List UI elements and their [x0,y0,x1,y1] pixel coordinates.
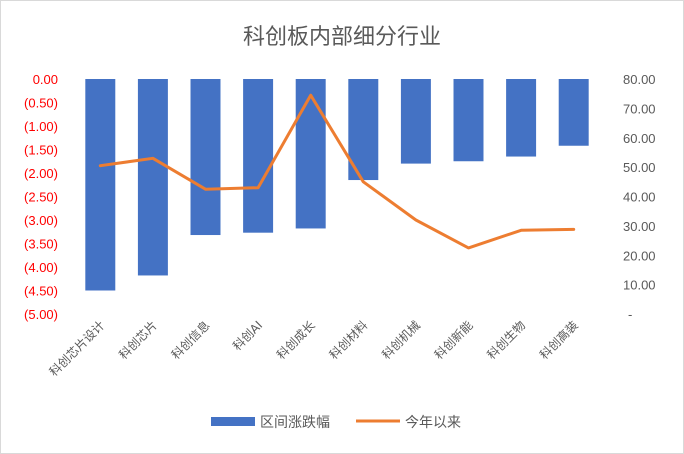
bar-0 [85,79,116,291]
right-tick-label: 60.00 [623,131,656,146]
bar-4 [295,79,326,229]
right-tick-label: 50.00 [623,160,656,175]
category-label: 科创新能 [431,318,476,363]
category-label: 科创机械 [378,318,423,363]
right-tick-label: 40.00 [623,190,656,205]
category-label: 科创芯片设计 [47,318,108,379]
bar-8 [506,79,537,157]
right-tick-label: 30.00 [623,219,656,234]
category-label: 科创AI [230,318,265,353]
left-tick-label: (4.50) [24,284,58,299]
line-path [98,93,576,250]
category-label: 科创材料 [327,318,371,362]
left-tick-label: (3.50) [24,237,58,252]
right-axis: 80.00 70.00 60.00 50.00 40.00 30.00 20.00 10.00… [623,72,656,322]
left-tick-label: (2.50) [24,190,58,205]
left-tick-label: 0.00 [33,72,58,87]
chart-title: 科创板内部细分行业 [243,25,441,50]
category-axis: 科创芯片设计 科创芯片 科创信息 科创AI 科创成长 科创材料 科创机械 科创新能 科创生物 科创… [47,318,581,380]
left-tick-label: (1.00) [24,119,58,134]
legend: 区间涨跌幅 今年以来 [211,415,461,431]
right-tick-label: 20.00 [623,248,656,263]
bar-3 [243,79,274,233]
bar-7 [453,79,484,162]
left-tick-label: (1.50) [24,143,58,158]
category-label: 科创芯片 [116,318,160,362]
right-tick-label: - [628,307,632,322]
right-tick-label: 10.00 [623,278,656,293]
left-axis: 0.00 (0.50) (1.00) (1.50) (2.00) (2.50) (3.00)… [24,72,58,322]
left-tick-label: (0.50) [24,96,58,111]
category-label: 科创高装 [536,318,581,363]
bar-series [85,79,589,291]
bar-9 [558,79,589,146]
right-tick-label: 70.00 [623,101,656,116]
category-label: 科创生物 [484,318,528,362]
left-tick-label: (4.00) [24,260,58,275]
legend-label-line: 今年以来 [405,415,461,431]
category-label: 科创成长 [274,318,318,362]
bar-6 [400,79,431,164]
category-label: 科创信息 [168,318,213,363]
legend-swatch-bar [211,417,255,426]
bar-2 [190,79,221,236]
right-tick-label: 80.00 [623,72,656,87]
bar-1 [137,79,168,276]
line-series [98,93,576,250]
legend-label-bar: 区间涨跌幅 [260,415,330,431]
left-tick-label: (2.00) [24,166,58,181]
left-tick-label: (5.00) [24,307,58,322]
left-tick-label: (3.00) [24,213,58,228]
